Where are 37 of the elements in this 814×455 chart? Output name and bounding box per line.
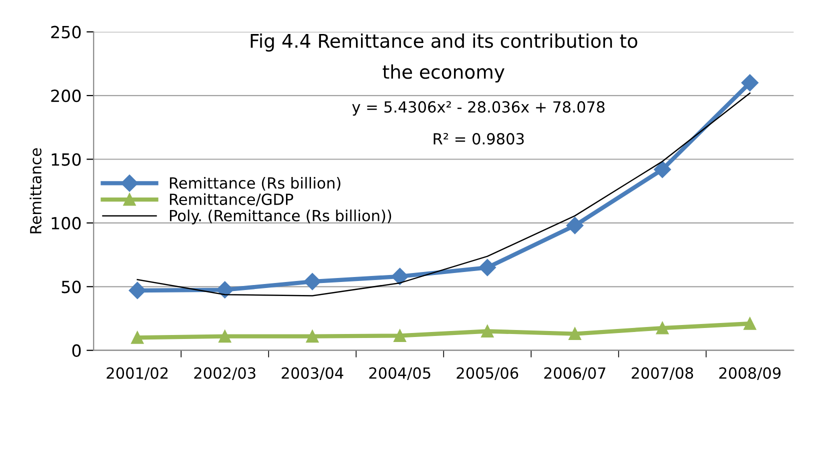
x-tick-label: 2006/07 — [544, 367, 606, 380]
point — [216, 281, 234, 298]
point — [478, 258, 496, 276]
legend-label: Poly. (Remittance (Rs billion)) — [170, 210, 392, 224]
point — [131, 331, 144, 344]
x-tick-label: 2001/02 — [106, 367, 168, 380]
point — [481, 324, 494, 338]
x-tick-label: 2002/03 — [194, 367, 256, 380]
y-tick-label: 0 — [72, 344, 81, 357]
legend-label: Remittance (Rs billion) — [170, 176, 340, 191]
y-tick-label: 100 — [52, 216, 81, 230]
point — [306, 330, 319, 343]
point — [741, 74, 758, 92]
legend-label: Remittance/GDP — [170, 193, 294, 206]
x-tick-label: 2008/09 — [719, 367, 781, 380]
x-tick-label: 2004/05 — [369, 367, 430, 380]
text: Fig 4.4 Remittance and its contribution to the economy — [250, 33, 638, 83]
point — [394, 329, 406, 342]
point — [218, 330, 232, 343]
annotation: R² = 0.9803 — [434, 133, 524, 145]
y-tick-label: 200 — [51, 90, 81, 102]
y-axis-title: Remittance — [30, 148, 42, 234]
y-tick-label: 250 — [51, 26, 81, 38]
point — [304, 273, 321, 290]
point — [566, 216, 584, 234]
point — [128, 282, 146, 300]
point — [391, 268, 408, 286]
annotation: y = 5.4306x² - 28.036x + 78.078 — [352, 101, 605, 116]
point — [656, 322, 669, 334]
point — [568, 328, 582, 340]
point — [744, 317, 756, 330]
x-tick-label: 2005/06 — [456, 367, 518, 380]
y-tick-label: 150 — [52, 153, 81, 166]
point — [654, 160, 671, 178]
y-tick-label: 50 — [62, 280, 81, 294]
x-tick-label: 2007/08 — [632, 367, 694, 380]
x-tick-label: 2003/04 — [282, 367, 344, 380]
